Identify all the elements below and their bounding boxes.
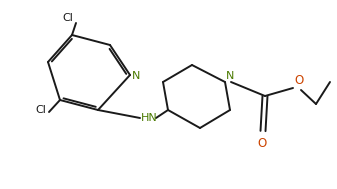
Text: Cl: Cl bbox=[62, 13, 73, 23]
Text: O: O bbox=[257, 137, 267, 150]
Text: O: O bbox=[294, 74, 303, 87]
Text: N: N bbox=[226, 71, 234, 81]
Text: Cl: Cl bbox=[35, 105, 46, 115]
Text: N: N bbox=[132, 71, 141, 81]
Text: HN: HN bbox=[141, 113, 158, 123]
